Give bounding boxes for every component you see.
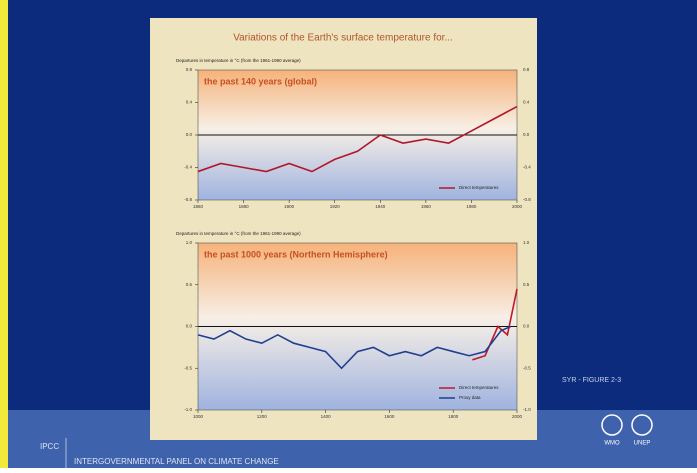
series-line [197, 325, 511, 370]
x-tick-label: 1940 [375, 204, 386, 209]
figure-label: SYR - FIGURE 2-3 [562, 377, 621, 384]
chart-title: the past 140 years (global) [204, 76, 317, 86]
y-tick-label: -0.8 [523, 197, 531, 202]
y-tick-label: -0.4 [523, 165, 531, 170]
x-tick-label: 2000 [512, 414, 523, 419]
logo-label: UNEP [634, 441, 651, 447]
x-tick-label: 1960 [421, 204, 432, 209]
y-tick-label: 0.8 [523, 67, 530, 72]
y-tick-label: 0.4 [523, 100, 530, 105]
y-tick-label: 0.0 [523, 324, 530, 329]
series-line [197, 105, 518, 173]
x-tick-label: 1980 [466, 204, 477, 209]
y-tick-label: 0.0 [186, 132, 193, 137]
x-tick-label: 1900 [284, 204, 295, 209]
y-tick-label: -0.5 [523, 365, 531, 370]
x-tick-label: 1920 [330, 204, 341, 209]
y-tick-label: 1.0 [523, 240, 530, 245]
legend-label: Proxy data [459, 395, 481, 400]
y-tick-label: 1.0 [186, 240, 193, 245]
legend-label: Direct temperatures [459, 385, 499, 390]
y-tick-label: 0.0 [523, 132, 530, 137]
x-tick-label: 1800 [448, 414, 459, 419]
footer-full: INTERGOVERNMENTAL PANEL ON CLIMATE CHANG… [74, 457, 279, 466]
y-tick-label: -0.5 [184, 365, 192, 370]
x-tick-label: 1860 [193, 204, 204, 209]
logo-label: WMO [604, 441, 620, 447]
wmo-logo [601, 414, 623, 436]
x-tick-label: 1200 [257, 414, 268, 419]
axis-label: Departures in temperature in °C (from th… [176, 58, 301, 63]
x-tick-label: 1600 [384, 414, 395, 419]
footer-org: IPCC [40, 442, 59, 451]
y-tick-label: -0.4 [184, 165, 192, 170]
axis-label: Departures in temperature in °C (from th… [176, 231, 301, 236]
y-tick-label: 0.0 [186, 324, 193, 329]
legend-label: Direct temperatures [459, 185, 499, 190]
figure-title: Variations of the Earth's surface temper… [233, 33, 453, 44]
y-tick-label: 0.4 [186, 100, 193, 105]
series-line [472, 288, 518, 361]
y-tick-label: 0.5 [523, 282, 530, 287]
y-tick-label: -0.8 [184, 197, 192, 202]
y-tick-label: 0.8 [186, 67, 193, 72]
x-tick-label: 1400 [321, 414, 332, 419]
unep-logo [631, 414, 653, 436]
x-tick-label: 1000 [193, 414, 204, 419]
y-tick-label: 0.5 [186, 282, 193, 287]
chart-title: the past 1000 years (Northern Hemisphere… [204, 249, 388, 259]
side-stripe [0, 0, 8, 468]
y-tick-label: -1.0 [523, 407, 531, 412]
x-tick-label: 2000 [512, 204, 523, 209]
y-tick-label: -1.0 [184, 407, 192, 412]
x-tick-label: 1880 [239, 204, 250, 209]
